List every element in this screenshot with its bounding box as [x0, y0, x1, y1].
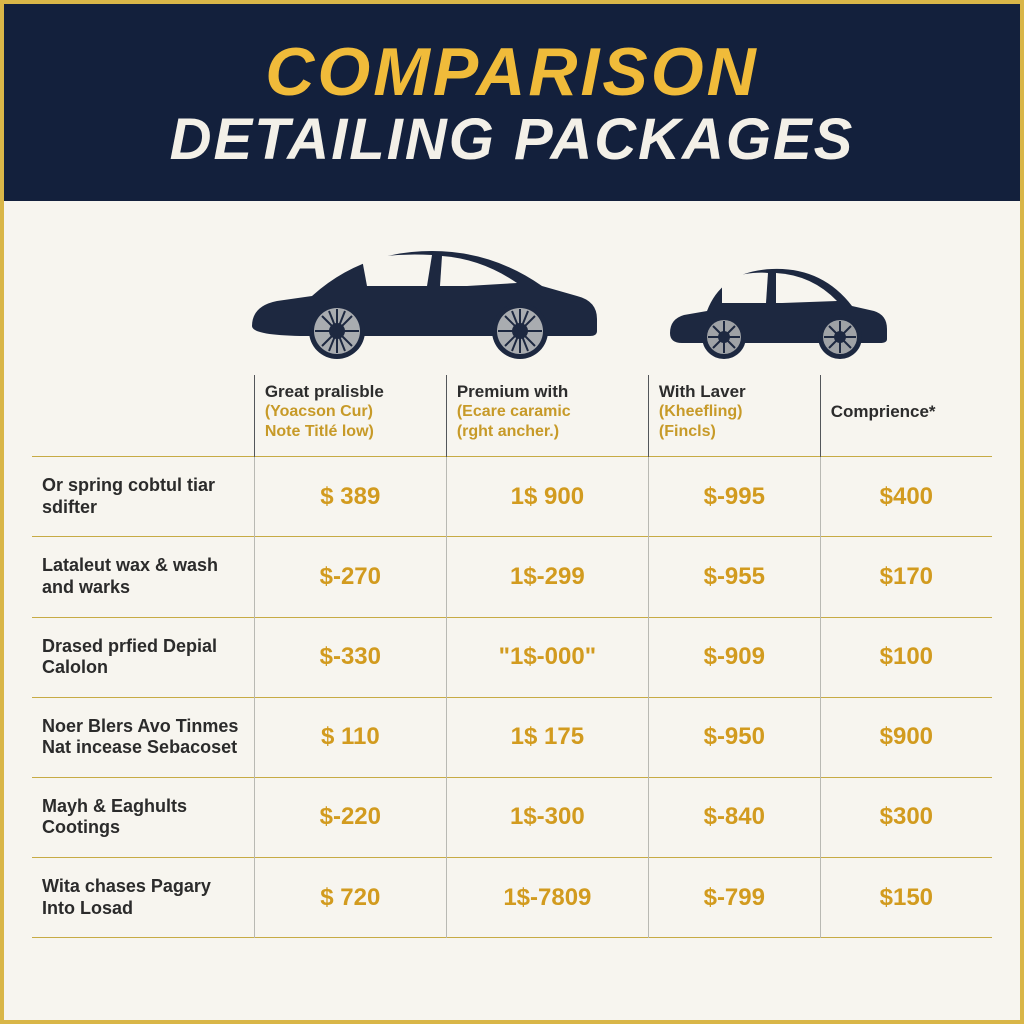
table-row: Wita chases Pagary Into Losad $ 720 1$-7…	[32, 858, 992, 938]
table-row: Noer Blers Avo Tinmes Nat incease Sebaco…	[32, 697, 992, 777]
price-cell: $100	[820, 617, 992, 697]
price-cell: $150	[820, 858, 992, 938]
price-cell: $ 389	[254, 457, 446, 537]
row-label: Or spring cobtul tiar sdifter	[32, 457, 254, 537]
col-title: Great pralisble	[265, 382, 384, 401]
car-illustration-row	[242, 231, 992, 361]
price-cell: $-799	[648, 858, 820, 938]
price-cell: $900	[820, 697, 992, 777]
column-header-4: Comprience*	[820, 375, 992, 457]
row-label: Lataleut wax & wash and warks	[32, 537, 254, 617]
title-line-1: COMPARISON	[24, 38, 1000, 106]
column-header-3: With Laver (Kheefling) (Fincls)	[648, 375, 820, 457]
col-sub: (Yoacson Cur)	[265, 402, 436, 422]
price-cell: $ 110	[254, 697, 446, 777]
column-header-1: Great pralisble (Yoacson Cur) Note Titlé…	[254, 375, 446, 457]
header-banner: COMPARISON DETAILING PACKAGES	[4, 4, 1020, 201]
table-row: Drased prfied Depial Calolon $-330 "1$-0…	[32, 617, 992, 697]
price-cell: $-950	[648, 697, 820, 777]
price-cell: $-955	[648, 537, 820, 617]
row-label: Noer Blers Avo Tinmes Nat incease Sebaco…	[32, 697, 254, 777]
header-empty	[32, 375, 254, 457]
col-title: Comprience*	[831, 402, 936, 421]
col-sub: Note Titlé low)	[265, 422, 436, 442]
price-cell: $-270	[254, 537, 446, 617]
hatchback-car-icon	[662, 251, 892, 361]
price-cell: 1$-300	[446, 777, 648, 857]
col-title: With Laver	[659, 382, 746, 401]
comparison-table: Great pralisble (Yoacson Cur) Note Titlé…	[32, 375, 992, 938]
row-label: Mayh & Eaghults Cootings	[32, 777, 254, 857]
table-row: Mayh & Eaghults Cootings $-220 1$-300 $-…	[32, 777, 992, 857]
price-cell: 1$-7809	[446, 858, 648, 938]
price-cell: 1$-299	[446, 537, 648, 617]
price-cell: $-995	[648, 457, 820, 537]
col-sub: (Kheefling)	[659, 402, 810, 422]
col-sub: (Fincls)	[659, 422, 810, 442]
price-cell: $ 720	[254, 858, 446, 938]
price-cell: $-909	[648, 617, 820, 697]
price-cell: $-220	[254, 777, 446, 857]
col-sub: (rght ancher.)	[457, 422, 638, 442]
table-header-row: Great pralisble (Yoacson Cur) Note Titlé…	[32, 375, 992, 457]
table-row: Lataleut wax & wash and warks $-270 1$-2…	[32, 537, 992, 617]
price-cell: $170	[820, 537, 992, 617]
sports-car-icon	[242, 231, 602, 361]
price-cell: $-840	[648, 777, 820, 857]
price-cell: $300	[820, 777, 992, 857]
col-sub: (Ecare caramic	[457, 402, 638, 422]
title-line-2: DETAILING PACKAGES	[24, 110, 1000, 171]
row-label: Wita chases Pagary Into Losad	[32, 858, 254, 938]
price-cell: 1$ 175	[446, 697, 648, 777]
price-cell: $400	[820, 457, 992, 537]
table-row: Or spring cobtul tiar sdifter $ 389 1$ 9…	[32, 457, 992, 537]
content-area: Great pralisble (Yoacson Cur) Note Titlé…	[4, 201, 1020, 1020]
column-header-2: Premium with (Ecare caramic (rght ancher…	[446, 375, 648, 457]
table-body: Or spring cobtul tiar sdifter $ 389 1$ 9…	[32, 457, 992, 938]
price-cell: $-330	[254, 617, 446, 697]
price-cell: 1$ 900	[446, 457, 648, 537]
col-title: Premium with	[457, 382, 568, 401]
row-label: Drased prfied Depial Calolon	[32, 617, 254, 697]
price-cell: "1$-000"	[446, 617, 648, 697]
